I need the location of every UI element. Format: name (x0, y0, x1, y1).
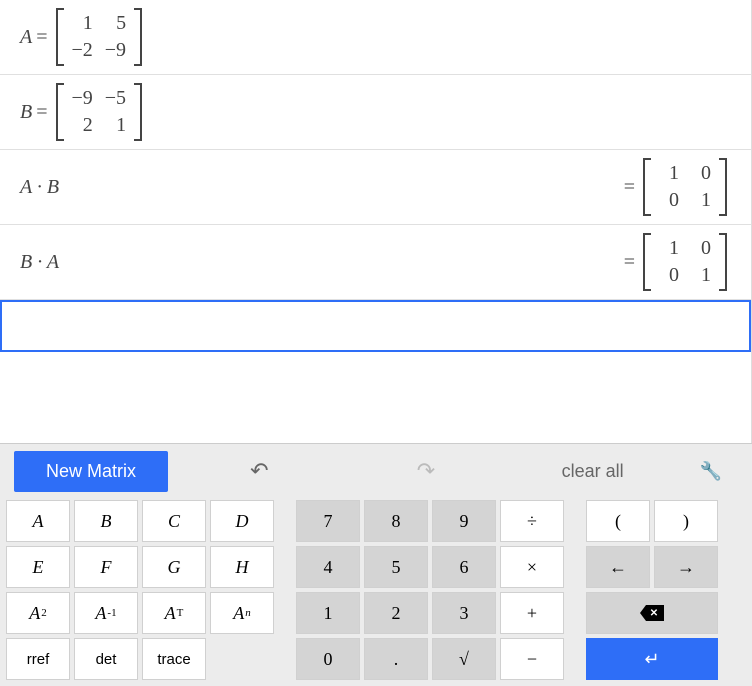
key-right[interactable]: → (654, 546, 718, 588)
key-var-e[interactable]: E (6, 546, 70, 588)
key-var-a[interactable]: A (6, 500, 70, 542)
key-squared[interactable]: A2 (6, 592, 70, 634)
key-2[interactable]: 2 (364, 592, 428, 634)
key-5[interactable]: 5 (364, 546, 428, 588)
undo-icon[interactable]: ↶ (176, 450, 343, 492)
key-var-g[interactable]: G (142, 546, 206, 588)
matrix: −9 −5 2 1 (56, 83, 143, 141)
key-var-d[interactable]: D (210, 500, 274, 542)
expression-text: B · A (20, 251, 59, 274)
matrix-cell: 0 (659, 189, 679, 212)
matrix: 1 0 0 1 (643, 158, 727, 216)
equals-sign: = (624, 251, 635, 274)
key-8[interactable]: 8 (364, 500, 428, 542)
key-9[interactable]: 9 (432, 500, 496, 542)
key-section-numpad: 7 8 9 ÷ 4 5 6 × 1 2 3 + 0 . √ − (296, 500, 564, 680)
key-6[interactable]: 6 (432, 546, 496, 588)
matrix-cell: 2 (72, 114, 93, 137)
expression-row[interactable]: A · B = 1 0 0 1 (0, 150, 751, 225)
key-enter[interactable]: ↵ (586, 638, 718, 680)
key-3[interactable]: 3 (432, 592, 496, 634)
key-plus[interactable]: + (500, 592, 564, 634)
key-rref[interactable]: rref (6, 638, 70, 680)
key-rparen[interactable]: ) (654, 500, 718, 542)
key-0[interactable]: 0 (296, 638, 360, 680)
expression-lhs: A · B (20, 176, 59, 199)
equals-sign: = (624, 176, 635, 199)
matrix: 1 0 0 1 (643, 233, 727, 291)
key-var-f[interactable]: F (74, 546, 138, 588)
matrix-cell: 1 (691, 264, 711, 287)
key-minus[interactable]: − (500, 638, 564, 680)
expression-lhs: B = −9 −5 2 1 (20, 83, 146, 141)
matrix-cell: 1 (72, 12, 93, 35)
matrix-cell: 0 (659, 264, 679, 287)
expression-text: A · B (20, 176, 59, 199)
key-section-nav: ( ) ← → ✕ ↵ (586, 500, 718, 680)
key-empty (210, 638, 274, 680)
new-matrix-button[interactable]: New Matrix (14, 451, 168, 492)
matrix-cell: 1 (659, 237, 679, 260)
expression-result: = 1 0 0 1 (620, 233, 731, 291)
matrix-cell: 5 (105, 12, 126, 35)
keypad-toolbar: New Matrix ↶ ↷ clear all 🔧 (6, 450, 746, 492)
expression-row[interactable]: A = 1 5 −2 −9 (0, 0, 751, 75)
backspace-icon: ✕ (640, 605, 664, 621)
key-inverse[interactable]: A-1 (74, 592, 138, 634)
key-power-n[interactable]: An (210, 592, 274, 634)
key-section-vars: A B C D E F G H A2 A-1 AT An rref det tr… (6, 500, 274, 680)
var-name: B (20, 101, 32, 124)
expression-result: = 1 0 0 1 (620, 158, 731, 216)
key-var-b[interactable]: B (74, 500, 138, 542)
matrix-cell: 0 (691, 162, 711, 185)
expression-row[interactable]: B = −9 −5 2 1 (0, 75, 751, 150)
matrix-cell: 0 (691, 237, 711, 260)
key-transpose[interactable]: AT (142, 592, 206, 634)
keypad: New Matrix ↶ ↷ clear all 🔧 A B C D E F G… (0, 443, 752, 686)
matrix-cell: 1 (105, 114, 126, 137)
equals-sign: = (36, 26, 47, 49)
matrix: 1 5 −2 −9 (56, 8, 143, 66)
key-divide[interactable]: ÷ (500, 500, 564, 542)
key-1[interactable]: 1 (296, 592, 360, 634)
matrix-cell: −5 (105, 87, 126, 110)
key-backspace[interactable]: ✕ (586, 592, 718, 634)
key-lparen[interactable]: ( (586, 500, 650, 542)
var-name: A (20, 26, 32, 49)
expression-row-active[interactable] (0, 300, 751, 352)
matrix-cell: 1 (659, 162, 679, 185)
matrix-cell: 1 (691, 189, 711, 212)
key-left[interactable]: ← (586, 546, 650, 588)
key-var-c[interactable]: C (142, 500, 206, 542)
settings-icon[interactable]: 🔧 (676, 461, 746, 482)
expression-row[interactable]: B · A = 1 0 0 1 (0, 225, 751, 300)
expression-list: A = 1 5 −2 −9 B = (0, 0, 752, 443)
matrix-cell: −2 (72, 39, 93, 62)
key-var-h[interactable]: H (210, 546, 274, 588)
matrix-cell: −9 (72, 87, 93, 110)
key-det[interactable]: det (74, 638, 138, 680)
key-4[interactable]: 4 (296, 546, 360, 588)
key-7[interactable]: 7 (296, 500, 360, 542)
equals-sign: = (36, 101, 47, 124)
expression-lhs: B · A (20, 251, 59, 274)
key-multiply[interactable]: × (500, 546, 564, 588)
expression-lhs: A = 1 5 −2 −9 (20, 8, 146, 66)
key-decimal[interactable]: . (364, 638, 428, 680)
redo-icon[interactable]: ↷ (343, 450, 510, 492)
clear-all-button[interactable]: clear all (509, 453, 676, 490)
key-trace[interactable]: trace (142, 638, 206, 680)
matrix-cell: −9 (105, 39, 126, 62)
key-sqrt[interactable]: √ (432, 638, 496, 680)
